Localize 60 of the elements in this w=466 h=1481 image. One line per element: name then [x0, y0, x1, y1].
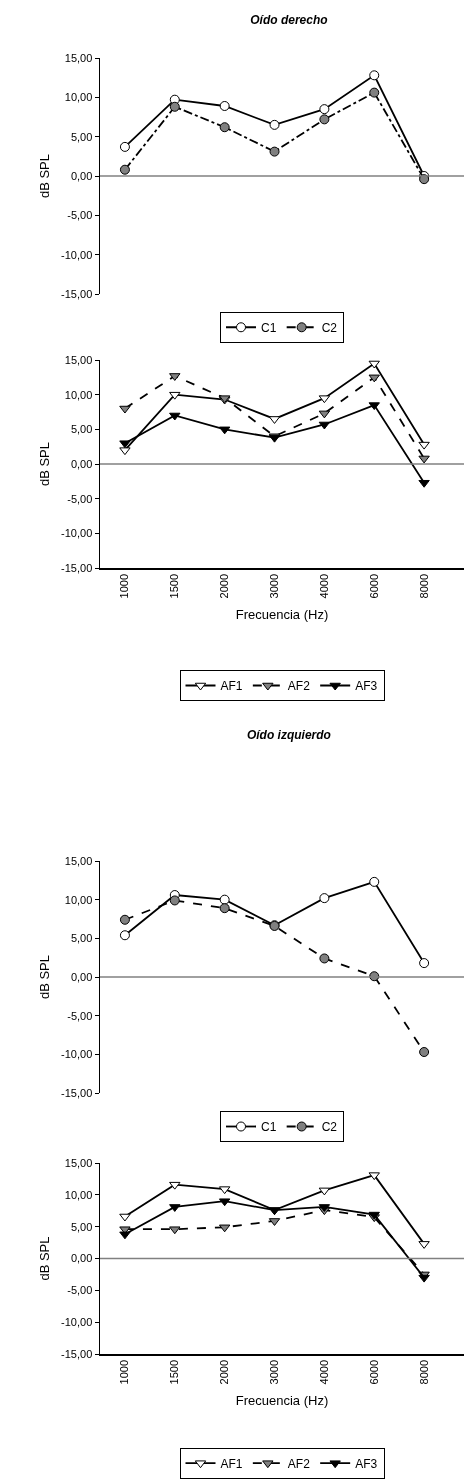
legend-label: AF1: [220, 679, 243, 694]
x-tick-label: 6000: [367, 573, 380, 599]
x-tick-label: 8000: [417, 573, 430, 599]
legend-label: AF3: [355, 1456, 378, 1471]
x-tick-label: 1500: [168, 1359, 181, 1385]
y-tick-label: -15,00: [61, 1086, 93, 1099]
legend-label: AF2: [287, 679, 311, 694]
y-tick-label: 5,00: [70, 423, 93, 436]
legend-label: AF2: [287, 1456, 311, 1471]
y-tick-label: 0,00: [70, 457, 93, 470]
y-tick-label: 15,00: [64, 353, 93, 366]
x-tick-label: 6000: [367, 1359, 380, 1385]
x-tick-label: 1000: [118, 573, 131, 599]
y-tick-label: 10,00: [64, 1188, 93, 1201]
x-tick-label: 2000: [218, 1359, 231, 1385]
y-tick-label: 0,00: [70, 169, 93, 182]
x-tick-label: 3000: [268, 573, 281, 599]
y-tick-label: 15,00: [64, 854, 93, 867]
y-tick-label: -5,00: [67, 492, 93, 505]
y-tick-label: -15,00: [61, 287, 93, 300]
x-tick-label: 2000: [218, 573, 231, 599]
x-tick-label: 3000: [268, 1359, 281, 1385]
y-tick-label: 0,00: [70, 1252, 93, 1265]
y-tick-label: 0,00: [70, 970, 93, 983]
y-axis-title: dB SPL: [37, 153, 53, 199]
y-tick-label: 10,00: [64, 893, 93, 906]
legend-label: C1: [261, 320, 277, 335]
legend-label: AF1: [220, 1456, 243, 1471]
y-tick-label: -5,00: [67, 1284, 93, 1297]
y-axis-title: dB SPL: [37, 1236, 53, 1281]
y-tick-label: 15,00: [64, 51, 93, 64]
y-axis-title: dB SPL: [37, 954, 53, 1000]
y-tick-label: -15,00: [61, 561, 93, 574]
y-tick-label: 10,00: [64, 91, 93, 104]
legend-label: C1: [261, 1120, 277, 1135]
x-tick-label: 1500: [168, 573, 181, 599]
y-tick-label: -10,00: [61, 1316, 93, 1329]
x-axis-title: Frecuencia (Hz): [235, 1392, 329, 1408]
y-tick-label: -15,00: [61, 1347, 93, 1360]
x-axis-title: Frecuencia (Hz): [235, 606, 329, 622]
y-tick-label: -10,00: [61, 1048, 93, 1061]
y-axis-title: dB SPL: [37, 441, 53, 487]
x-tick-label: 4000: [317, 573, 330, 599]
y-tick-label: -10,00: [61, 527, 93, 540]
chart-title: Oído izquierdo: [246, 728, 331, 743]
y-tick-label: -10,00: [61, 248, 93, 261]
y-tick-label: 10,00: [64, 388, 93, 401]
y-tick-label: 15,00: [64, 1156, 93, 1169]
x-tick-label: 1000: [118, 1359, 131, 1385]
legend-label: C2: [321, 1120, 338, 1135]
x-tick-label: 4000: [317, 1359, 330, 1385]
y-tick-label: -5,00: [67, 209, 93, 222]
y-tick-label: 5,00: [70, 932, 93, 945]
legend-label: AF3: [355, 679, 378, 694]
y-tick-label: 5,00: [70, 1220, 93, 1233]
y-tick-label: 5,00: [70, 130, 93, 143]
legend-label: C2: [321, 320, 338, 335]
x-tick-label: 8000: [417, 1359, 430, 1385]
chart-title: Oído derecho: [250, 13, 328, 28]
y-tick-label: -5,00: [67, 1009, 93, 1022]
